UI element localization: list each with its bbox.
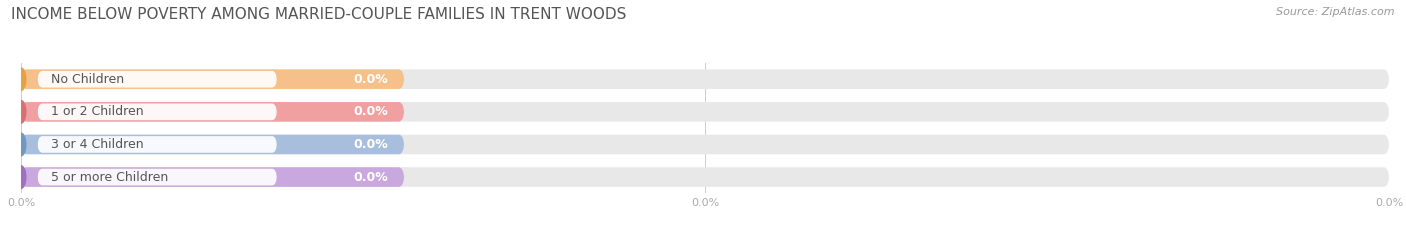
- FancyBboxPatch shape: [38, 71, 277, 88]
- FancyBboxPatch shape: [38, 103, 277, 120]
- Text: INCOME BELOW POVERTY AMONG MARRIED-COUPLE FAMILIES IN TRENT WOODS: INCOME BELOW POVERTY AMONG MARRIED-COUPL…: [11, 7, 627, 22]
- Circle shape: [17, 101, 25, 123]
- FancyBboxPatch shape: [21, 69, 404, 89]
- Circle shape: [17, 166, 25, 188]
- Text: No Children: No Children: [51, 73, 124, 86]
- FancyBboxPatch shape: [21, 135, 1389, 154]
- FancyBboxPatch shape: [38, 136, 277, 153]
- Text: 0.0%: 0.0%: [353, 105, 388, 118]
- FancyBboxPatch shape: [21, 102, 1389, 122]
- Text: Source: ZipAtlas.com: Source: ZipAtlas.com: [1277, 7, 1395, 17]
- Text: 0.0%: 0.0%: [353, 138, 388, 151]
- FancyBboxPatch shape: [38, 169, 277, 185]
- Circle shape: [17, 133, 25, 156]
- Text: 3 or 4 Children: 3 or 4 Children: [51, 138, 143, 151]
- FancyBboxPatch shape: [21, 167, 404, 187]
- Text: 0.0%: 0.0%: [353, 73, 388, 86]
- FancyBboxPatch shape: [21, 135, 404, 154]
- Text: 0.0%: 0.0%: [353, 171, 388, 184]
- Text: 1 or 2 Children: 1 or 2 Children: [51, 105, 143, 118]
- Text: 5 or more Children: 5 or more Children: [51, 171, 169, 184]
- FancyBboxPatch shape: [21, 167, 1389, 187]
- Circle shape: [17, 68, 25, 90]
- FancyBboxPatch shape: [21, 69, 1389, 89]
- FancyBboxPatch shape: [21, 102, 404, 122]
